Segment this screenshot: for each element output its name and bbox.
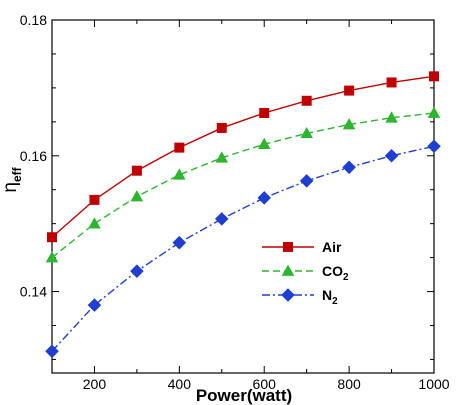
data-point-n2 xyxy=(342,160,356,175)
data-point-co2 xyxy=(173,168,186,180)
y-axis-title-sub: eff xyxy=(10,166,24,182)
data-point-co2 xyxy=(300,126,313,139)
x-tick-label: 800 xyxy=(337,376,361,392)
data-point-air xyxy=(429,71,439,82)
data-point-co2 xyxy=(45,251,59,263)
data-point-n2 xyxy=(257,191,272,205)
data-point-air xyxy=(344,85,355,96)
data-point-n2 xyxy=(427,139,441,154)
data-point-air xyxy=(47,232,57,243)
legend-marker-air xyxy=(283,242,293,252)
series-line-n2 xyxy=(51,145,435,352)
legend-label-co2: CO2 xyxy=(322,263,349,283)
legend-marker-co2 xyxy=(281,264,295,276)
y-axis-title: ηeff xyxy=(0,166,24,192)
legend-label-co2-sub: 2 xyxy=(343,272,349,283)
plot-frame xyxy=(51,19,435,374)
data-point-n2 xyxy=(172,235,187,250)
data-point-air xyxy=(174,142,185,153)
legend-label-n2-main: N xyxy=(322,287,332,303)
data-point-co2 xyxy=(88,217,101,229)
legend-marker-n2 xyxy=(281,288,295,302)
data-point-co2 xyxy=(130,190,144,202)
series-line-air xyxy=(51,75,435,238)
x-tick-label: 600 xyxy=(253,376,277,392)
data-point-air xyxy=(259,108,270,119)
legend-label-co2-main: CO xyxy=(322,263,343,279)
data-point-air xyxy=(89,194,100,205)
data-point-air xyxy=(131,165,142,176)
legend-label-n2-sub: 2 xyxy=(332,296,338,307)
legend-label-air: Air xyxy=(322,239,342,255)
x-tick-label: 200 xyxy=(83,376,107,392)
y-tick-label: 0.16 xyxy=(20,148,47,164)
legend-label-n2: N2 xyxy=(322,287,338,307)
y-axis-ticks: 0.14 0.16 0.18 xyxy=(20,12,434,360)
data-point-n2 xyxy=(214,212,229,226)
data-point-co2 xyxy=(427,106,441,118)
x-tick-label: 1000 xyxy=(418,376,449,392)
data-point-co2 xyxy=(342,118,356,130)
data-point-n2 xyxy=(87,298,102,312)
series-line-co2 xyxy=(51,112,435,259)
data-point-co2 xyxy=(257,137,271,150)
data-point-co2 xyxy=(385,111,398,123)
legend-label-air-main: Air xyxy=(322,239,342,255)
plot-frame-rect xyxy=(51,19,435,374)
x-axis-title: Power(watt) xyxy=(196,386,292,405)
x-axis-ticks: 200 400 600 800 1000 xyxy=(51,20,450,392)
data-point-n2 xyxy=(299,174,314,188)
data-point-air xyxy=(301,95,312,106)
data-point-n2 xyxy=(384,148,399,163)
data-point-air xyxy=(216,122,227,133)
data-point-n2 xyxy=(130,264,144,278)
x-tick-label: 400 xyxy=(168,376,192,392)
data-point-air xyxy=(386,77,397,88)
data-point-co2 xyxy=(215,151,229,163)
data-point-n2 xyxy=(45,344,59,359)
y-tick-label: 0.18 xyxy=(20,12,47,28)
y-axis-title-main: η xyxy=(0,182,21,193)
series-markers xyxy=(45,71,441,359)
series-lines xyxy=(51,75,435,352)
y-tick-label: 0.14 xyxy=(20,284,47,300)
